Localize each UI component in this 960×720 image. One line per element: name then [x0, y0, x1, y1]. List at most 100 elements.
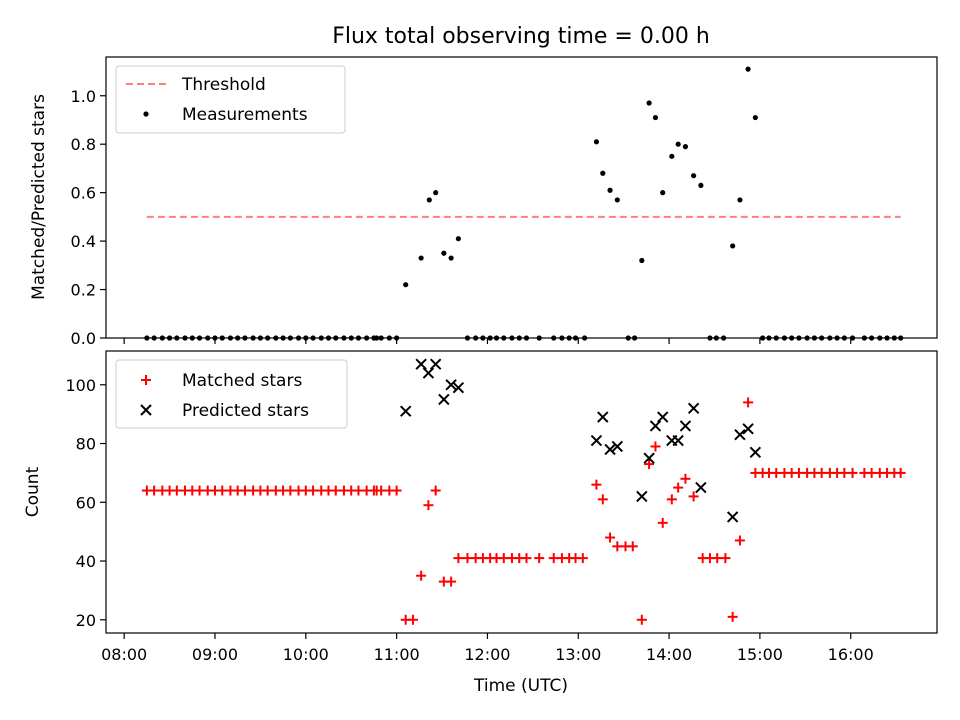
measurement-point [600, 170, 606, 176]
predicted-star-point [672, 434, 684, 447]
bottom-y-tick-label: 20 [76, 611, 96, 630]
predicted-star-point [429, 358, 442, 370]
matched-star-point [847, 467, 858, 478]
bottom-x-tick-label: 12:00 [464, 645, 510, 664]
predicted-star-point [687, 402, 700, 414]
predicted-star-point [734, 429, 746, 441]
predicted-star-point [597, 411, 609, 423]
measurement-point [675, 141, 681, 147]
measurement-point [426, 197, 432, 203]
predicted-star-point [415, 358, 427, 370]
predicted-star-point [643, 452, 655, 464]
predicted-star-point [399, 405, 412, 417]
matched-star-point [666, 494, 677, 505]
top-y-tick-label: 0.6 [71, 184, 96, 203]
bottom-y-tick-label: 60 [76, 493, 96, 512]
top-y-tick-label: 0.8 [71, 135, 96, 154]
top-y-tick-label: 0.2 [71, 281, 96, 300]
measurement-point [745, 66, 751, 72]
top-y-ticks: 0.0 0.2 0.4 0.6 0.8 1.0 [71, 87, 106, 348]
predicted-star-point [445, 379, 457, 391]
predicted-star-point [742, 423, 754, 435]
bottom-plot-panel: 20 40 60 80 100 08:00 09:00 10:00 11:00 12:00 13:… [23, 350, 938, 696]
matched-star-point [446, 576, 457, 587]
matched-star-point [680, 473, 691, 484]
legend-matched-label: Matched stars [182, 371, 302, 391]
bottom-x-tick-label: 10:00 [283, 645, 329, 664]
predicted-star-point [649, 420, 662, 432]
measurement-point [737, 197, 743, 203]
measurement-point [698, 182, 704, 188]
legend-measurements-label: Measurements [182, 105, 308, 125]
matched-star-point [895, 467, 906, 478]
bottom-y-tick-label: 100 [65, 376, 96, 395]
bottom-legend-box [115, 359, 348, 429]
matched-star-point [591, 479, 602, 490]
measurement-point [646, 100, 652, 106]
bottom-x-tick-label: 16:00 [828, 645, 874, 664]
matched-star-point [673, 482, 684, 493]
matched-star-point [727, 611, 738, 622]
measurement-point [455, 236, 461, 242]
bottom-x-tick-label: 11:00 [374, 645, 420, 664]
legend-matched-swatch [141, 375, 151, 385]
matched-star-point [597, 494, 608, 505]
bottom-x-tick-label: 08:00 [101, 645, 147, 664]
matched-star-point [416, 570, 427, 581]
measurement-point [607, 187, 613, 193]
matched-star-point [521, 553, 532, 564]
matched-star-point [430, 485, 441, 496]
matched-star-point [423, 500, 434, 511]
measurement-point [669, 153, 675, 159]
predicted-star-point [452, 382, 465, 394]
predicted-star-point [726, 511, 739, 523]
predicted-star-point [422, 367, 435, 379]
bottom-plot-marks [141, 358, 906, 625]
top-y-tick-label: 0.0 [71, 329, 96, 348]
matched-star-point [453, 553, 464, 564]
top-plot-frame [105, 56, 938, 339]
bottom-x-tick-label: 15:00 [737, 645, 783, 664]
measurement-point [652, 114, 659, 121]
measurement-point [403, 282, 409, 288]
top-legend-box [115, 65, 346, 134]
figure-title: Flux total observing time = 0.00 h [332, 24, 710, 49]
predicted-star-point [657, 411, 669, 423]
bottom-y-tick-label: 40 [76, 552, 96, 571]
matched-star-point [688, 491, 699, 502]
measurement-point [593, 139, 600, 145]
predicted-star-point [749, 446, 762, 459]
top-y-axis-label: Matched/Predicted stars [29, 94, 49, 300]
measurement-point [682, 144, 689, 150]
bottom-x-tick-label: 13:00 [555, 645, 601, 664]
bottom-x-tick-label: 14:00 [646, 645, 692, 664]
predicted-star-point [604, 443, 616, 456]
legend-measurements-swatch [143, 111, 149, 117]
matched-star-point [636, 614, 647, 625]
measurement-point [433, 190, 439, 196]
matched-star-point [657, 517, 668, 528]
bottom-x-tick-label: 09:00 [192, 645, 238, 664]
measurement-point [614, 197, 620, 203]
bottom-x-ticks: 08:00 09:00 10:00 11:00 12:00 13:00 14:00 15:00… [101, 633, 874, 664]
bottom-y-tick-label: 80 [76, 435, 96, 454]
predicted-star-point [611, 440, 624, 453]
measurement-point [639, 257, 645, 264]
matched-star-point [720, 553, 731, 564]
top-legend: Threshold Measurements [115, 65, 346, 134]
bottom-plot-frame [105, 350, 938, 634]
matched-star-point [391, 485, 402, 496]
matched-star-point [534, 553, 545, 564]
matched-star-point [407, 614, 418, 625]
predicted-star-point [590, 434, 603, 447]
predicted-star-point [679, 420, 692, 432]
bottom-legend: Matched stars Predicted stars [115, 359, 348, 429]
predicted-star-point [438, 393, 450, 406]
bottom-y-axis-label: Count [23, 466, 43, 517]
matched-star-point [605, 532, 616, 543]
top-y-tick-label: 1.0 [71, 87, 96, 106]
measurement-point [441, 250, 447, 256]
measurement-point [691, 173, 697, 179]
legend-threshold-label: Threshold [181, 75, 266, 95]
